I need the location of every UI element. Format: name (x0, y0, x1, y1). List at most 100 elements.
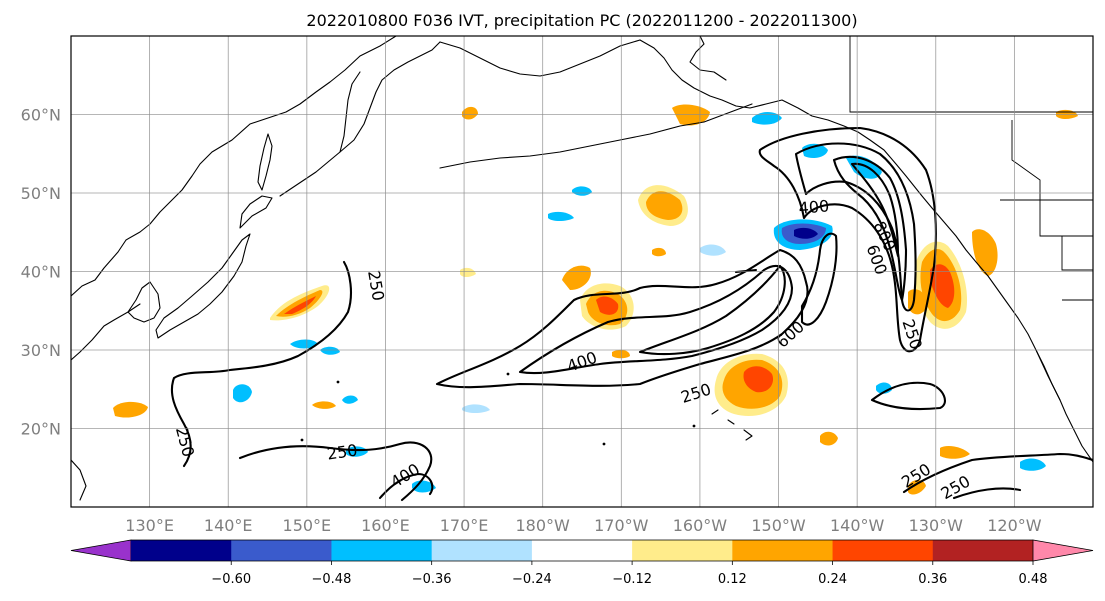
coast-asia-east (71, 36, 397, 297)
colorbar-segments (70, 539, 1094, 562)
precip-blob-c (312, 401, 336, 409)
colorbar: −0.60 −0.48 −0.36 −0.24 −0.12 0.12 0.24 0.36 0.4… (70, 539, 1094, 587)
map-frame (70, 35, 1094, 508)
ivt-250-ar-neck (800, 232, 838, 326)
coast-korea (127, 281, 161, 323)
lon-tick-label: 150°E (283, 516, 332, 535)
ivt-600-ar-body (638, 264, 786, 356)
precip-blob-neg-n (752, 112, 782, 125)
political-boundaries (849, 36, 1093, 301)
ivt-400-ar-head (794, 142, 917, 312)
ivt-contour-label: 250 (326, 441, 359, 464)
precip-anomaly-subtropic-core (743, 366, 774, 393)
coastlines (71, 36, 1093, 501)
lat-tick-label: 60°N (21, 106, 61, 125)
colorbar-tick-label: 0.24 (818, 572, 847, 587)
lat-tick-label: 20°N (21, 420, 61, 439)
border-canada-provinces (1011, 120, 1041, 200)
precip-blob-neg-e (846, 155, 882, 179)
lon-tick-label: 160°W (673, 516, 728, 535)
coast-alaska-west (689, 36, 727, 81)
longitude-tick-labels: 130°E 140°E 150°E 160°E 170°E 180°W 170°W 160°W… (125, 516, 1041, 535)
island-e (692, 424, 696, 428)
coast-kamchatka-east (339, 41, 441, 153)
colorbar-tick-label: −0.48 (312, 572, 352, 587)
lon-tick-label: 120°W (987, 516, 1042, 535)
ivt-250-southeast (902, 452, 1093, 494)
lon-tick-label: 170°E (440, 516, 489, 535)
coast-japan-honshu (155, 233, 251, 339)
precip-blob-neg-c (342, 395, 358, 404)
precip-blob-h (908, 480, 926, 495)
colorbar-segment (632, 540, 733, 561)
coast-japan-hokkaido (239, 195, 273, 229)
precip-blob-neg-sw (233, 384, 252, 403)
coast-sakhalin (257, 133, 273, 191)
lon-tick-label: 130°W (909, 516, 964, 535)
precip-pc-shading (113, 104, 1078, 495)
precip-anomaly-central-core (596, 296, 619, 315)
colorbar-tick-label: −0.24 (512, 572, 552, 587)
precip-blob-neg-i (462, 404, 490, 413)
colorbar-frame (131, 539, 1033, 562)
ivt-contour-label: 400 (798, 196, 830, 218)
ivt-600-ar-head (832, 155, 908, 302)
gridlines (71, 36, 1093, 507)
precip-anomaly-japan (276, 290, 323, 317)
ivt-250-ar-head (758, 126, 937, 353)
coast-hawaii-a (711, 409, 719, 415)
precip-blob-k (462, 106, 478, 120)
coast-philippines (71, 459, 87, 501)
coast-baja (1035, 349, 1061, 401)
island-b (336, 380, 340, 384)
ivt-400-southwest (378, 472, 434, 500)
lon-tick-label: 180°W (516, 516, 571, 535)
precip-blob-neg-g (1020, 458, 1046, 471)
ivt-250-east-tail (870, 381, 946, 411)
precip-blob-l (652, 247, 666, 257)
lat-tick-label: 40°N (21, 263, 61, 282)
colorbar-tick-label: 0.36 (918, 572, 947, 587)
precip-blob-e (820, 431, 838, 446)
latitude-tick-labels: 20°N 30°N 40°N 50°N 60°N (21, 106, 61, 439)
colorbar-segment (131, 540, 232, 561)
precip-blob-neg-a (290, 339, 318, 349)
colorbar-extend-high (1032, 539, 1094, 562)
precip-anomaly-neg-core (794, 227, 818, 239)
lat-tick-label: 50°N (21, 184, 61, 203)
colorbar-segment (231, 540, 332, 561)
colorbar-tick-label: −0.12 (612, 572, 652, 587)
colorbar-segment (732, 540, 834, 561)
coast-kamchatka-west (339, 71, 361, 153)
colorbar-segment (932, 540, 1034, 561)
precip-blob-neg-f (700, 244, 726, 256)
lon-tick-label: 170°W (594, 516, 649, 535)
precip-blob-neg-b (320, 346, 340, 355)
coast-kurils (279, 151, 341, 197)
precip-blob-f (908, 289, 928, 315)
colorbar-segment (531, 540, 633, 561)
colorbar-tick-label: 0.48 (1019, 572, 1048, 587)
lon-tick-label: 160°E (361, 516, 410, 535)
coast-chukotka (439, 39, 641, 77)
coast-hawaii-c (743, 429, 753, 441)
precip-anomaly-japan-core (284, 296, 316, 314)
lon-tick-label: 140°W (830, 516, 885, 535)
coast-alaska-peninsula (703, 103, 753, 123)
ivt-800-ar-head (850, 162, 900, 258)
ivt-250-west (170, 260, 353, 468)
precip-blob-sw (113, 401, 148, 418)
colorbar-extend-low (70, 539, 132, 562)
island-d (602, 442, 606, 446)
lon-tick-label: 140°E (204, 516, 253, 535)
precip-anomaly-north (646, 191, 683, 220)
precip-blob-alaska (672, 104, 710, 126)
precip-blob-neg-l (548, 211, 574, 221)
colorbar-segment (331, 540, 433, 561)
coast-aleutians (439, 121, 705, 169)
coast-hawaii-b (727, 419, 735, 425)
ivt-250-ar-body (435, 248, 809, 389)
precip-blob-g (940, 446, 970, 459)
